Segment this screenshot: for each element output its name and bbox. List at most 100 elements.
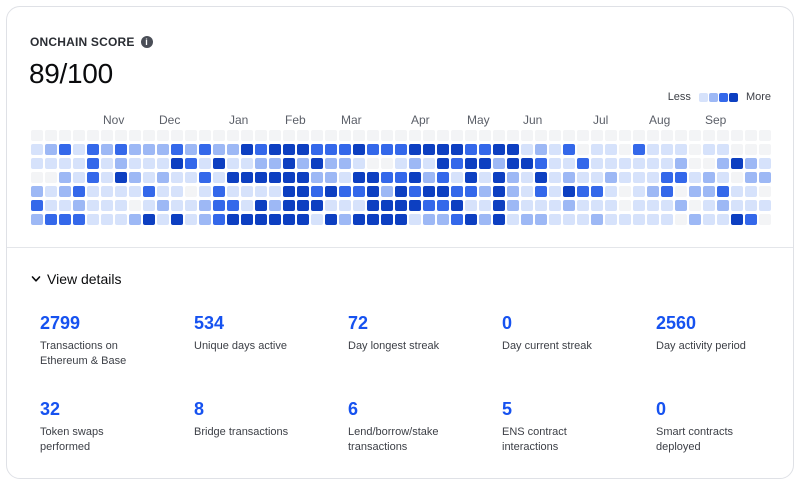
heatmap-cell[interactable] [311, 172, 323, 183]
heatmap-cell[interactable] [661, 186, 673, 197]
heatmap-cell[interactable] [619, 200, 631, 211]
heatmap-cell[interactable] [171, 144, 183, 155]
heatmap-cell[interactable] [731, 144, 743, 155]
heatmap-cell[interactable] [591, 158, 603, 169]
heatmap-cell[interactable] [675, 158, 687, 169]
heatmap-cell[interactable] [73, 214, 85, 225]
heatmap-cell[interactable] [143, 144, 155, 155]
heatmap-cell[interactable] [115, 186, 127, 197]
heatmap-cell[interactable] [493, 200, 505, 211]
heatmap-cell[interactable] [759, 158, 771, 169]
heatmap-cell[interactable] [325, 200, 337, 211]
heatmap-cell[interactable] [87, 130, 99, 141]
heatmap-cell[interactable] [381, 144, 393, 155]
heatmap-cell[interactable] [73, 172, 85, 183]
heatmap-cell[interactable] [633, 186, 645, 197]
heatmap-cell[interactable] [717, 158, 729, 169]
heatmap-cell[interactable] [619, 186, 631, 197]
heatmap-cell[interactable] [633, 172, 645, 183]
heatmap-cell[interactable] [633, 200, 645, 211]
heatmap-cell[interactable] [409, 214, 421, 225]
heatmap-cell[interactable] [171, 200, 183, 211]
heatmap-cell[interactable] [703, 186, 715, 197]
heatmap-cell[interactable] [45, 186, 57, 197]
heatmap-cell[interactable] [493, 144, 505, 155]
heatmap-cell[interactable] [717, 200, 729, 211]
heatmap-cell[interactable] [185, 130, 197, 141]
heatmap-cell[interactable] [703, 214, 715, 225]
heatmap-cell[interactable] [535, 186, 547, 197]
heatmap-cell[interactable] [353, 130, 365, 141]
heatmap-cell[interactable] [73, 158, 85, 169]
heatmap-cell[interactable] [661, 144, 673, 155]
heatmap-cell[interactable] [185, 214, 197, 225]
heatmap-cell[interactable] [493, 172, 505, 183]
heatmap-cell[interactable] [549, 200, 561, 211]
heatmap-cell[interactable] [199, 158, 211, 169]
heatmap-cell[interactable] [101, 186, 113, 197]
heatmap-cell[interactable] [59, 130, 71, 141]
heatmap-cell[interactable] [255, 158, 267, 169]
heatmap-cell[interactable] [675, 186, 687, 197]
heatmap-cell[interactable] [115, 130, 127, 141]
heatmap-cell[interactable] [283, 186, 295, 197]
heatmap-cell[interactable] [605, 172, 617, 183]
heatmap-cell[interactable] [437, 200, 449, 211]
heatmap-cell[interactable] [199, 144, 211, 155]
heatmap-cell[interactable] [101, 158, 113, 169]
heatmap-cell[interactable] [143, 158, 155, 169]
heatmap-cell[interactable] [745, 144, 757, 155]
heatmap-cell[interactable] [465, 200, 477, 211]
heatmap-cell[interactable] [661, 172, 673, 183]
heatmap-cell[interactable] [255, 186, 267, 197]
heatmap-cell[interactable] [227, 130, 239, 141]
heatmap-cell[interactable] [129, 200, 141, 211]
heatmap-cell[interactable] [87, 200, 99, 211]
heatmap-cell[interactable] [269, 200, 281, 211]
heatmap-cell[interactable] [129, 144, 141, 155]
heatmap-cell[interactable] [185, 200, 197, 211]
heatmap-cell[interactable] [423, 144, 435, 155]
heatmap-cell[interactable] [535, 158, 547, 169]
heatmap-cell[interactable] [479, 158, 491, 169]
heatmap-cell[interactable] [157, 186, 169, 197]
heatmap-cell[interactable] [605, 158, 617, 169]
heatmap-cell[interactable] [661, 158, 673, 169]
heatmap-cell[interactable] [59, 186, 71, 197]
heatmap-cell[interactable] [591, 186, 603, 197]
heatmap-cell[interactable] [129, 172, 141, 183]
heatmap-cell[interactable] [185, 172, 197, 183]
heatmap-cell[interactable] [409, 200, 421, 211]
heatmap-cell[interactable] [255, 200, 267, 211]
heatmap-cell[interactable] [381, 200, 393, 211]
heatmap-cell[interactable] [493, 214, 505, 225]
heatmap-cell[interactable] [325, 172, 337, 183]
heatmap-cell[interactable] [563, 214, 575, 225]
heatmap-cell[interactable] [311, 130, 323, 141]
heatmap-cell[interactable] [339, 186, 351, 197]
heatmap-cell[interactable] [59, 172, 71, 183]
heatmap-cell[interactable] [437, 144, 449, 155]
heatmap-cell[interactable] [493, 158, 505, 169]
heatmap-cell[interactable] [633, 144, 645, 155]
heatmap-cell[interactable] [157, 200, 169, 211]
heatmap-cell[interactable] [451, 158, 463, 169]
heatmap-cell[interactable] [703, 158, 715, 169]
heatmap-cell[interactable] [759, 186, 771, 197]
heatmap-cell[interactable] [157, 158, 169, 169]
heatmap-cell[interactable] [549, 186, 561, 197]
heatmap-cell[interactable] [395, 144, 407, 155]
heatmap-cell[interactable] [395, 200, 407, 211]
heatmap-cell[interactable] [563, 186, 575, 197]
heatmap-cell[interactable] [577, 200, 589, 211]
heatmap-cell[interactable] [157, 144, 169, 155]
heatmap-cell[interactable] [241, 144, 253, 155]
heatmap-cell[interactable] [549, 172, 561, 183]
heatmap-cell[interactable] [465, 186, 477, 197]
heatmap-cell[interactable] [381, 172, 393, 183]
heatmap-cell[interactable] [423, 214, 435, 225]
heatmap-cell[interactable] [451, 186, 463, 197]
heatmap-cell[interactable] [171, 172, 183, 183]
heatmap-cell[interactable] [395, 172, 407, 183]
heatmap-cell[interactable] [647, 130, 659, 141]
